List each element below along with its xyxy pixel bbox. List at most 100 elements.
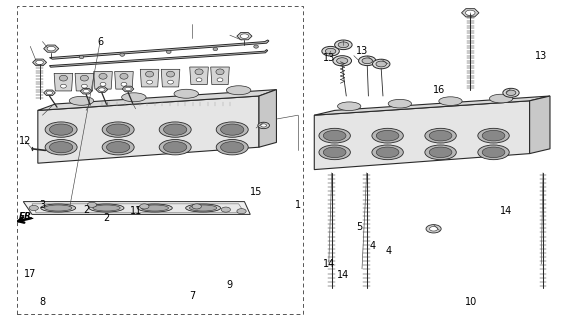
- Polygon shape: [462, 9, 479, 17]
- Ellipse shape: [388, 100, 411, 108]
- Ellipse shape: [159, 122, 191, 137]
- Ellipse shape: [159, 140, 191, 155]
- Ellipse shape: [61, 84, 66, 88]
- Polygon shape: [33, 59, 47, 66]
- Text: 13: 13: [356, 46, 368, 56]
- Ellipse shape: [45, 140, 77, 155]
- Circle shape: [466, 10, 475, 15]
- Circle shape: [359, 56, 376, 66]
- Polygon shape: [32, 204, 244, 213]
- Circle shape: [362, 58, 372, 64]
- Polygon shape: [23, 202, 250, 214]
- Polygon shape: [115, 71, 133, 89]
- Ellipse shape: [89, 204, 124, 212]
- Ellipse shape: [376, 131, 399, 141]
- Polygon shape: [54, 73, 73, 91]
- Text: 12: 12: [19, 136, 31, 146]
- Ellipse shape: [429, 131, 452, 141]
- Ellipse shape: [439, 97, 462, 106]
- Ellipse shape: [196, 78, 202, 82]
- Circle shape: [258, 122, 269, 129]
- Circle shape: [336, 58, 348, 64]
- Ellipse shape: [164, 141, 187, 153]
- Polygon shape: [190, 67, 208, 84]
- Text: 16: 16: [433, 84, 446, 95]
- Ellipse shape: [478, 128, 509, 143]
- Text: 7: 7: [189, 291, 195, 301]
- Ellipse shape: [478, 145, 509, 160]
- Polygon shape: [122, 86, 134, 92]
- Circle shape: [240, 34, 249, 38]
- Circle shape: [338, 42, 349, 48]
- Text: 2: 2: [83, 204, 89, 215]
- Circle shape: [47, 46, 55, 51]
- Circle shape: [36, 60, 44, 65]
- Ellipse shape: [107, 124, 130, 135]
- Text: 14: 14: [500, 206, 513, 216]
- Polygon shape: [75, 73, 94, 91]
- Ellipse shape: [254, 45, 258, 48]
- Circle shape: [237, 209, 246, 214]
- Polygon shape: [38, 96, 259, 163]
- Ellipse shape: [41, 204, 76, 212]
- Polygon shape: [314, 101, 530, 170]
- Text: 6: 6: [97, 36, 103, 47]
- Text: 13: 13: [322, 52, 335, 63]
- Ellipse shape: [102, 122, 134, 137]
- Text: 17: 17: [24, 268, 37, 279]
- Text: 4: 4: [370, 241, 376, 252]
- Circle shape: [430, 227, 438, 231]
- Ellipse shape: [120, 53, 125, 56]
- Ellipse shape: [59, 75, 68, 81]
- Circle shape: [322, 46, 339, 56]
- Ellipse shape: [372, 128, 403, 143]
- Text: 9: 9: [227, 280, 233, 290]
- Ellipse shape: [216, 69, 224, 75]
- Ellipse shape: [166, 71, 175, 77]
- Text: 10: 10: [465, 297, 478, 308]
- Ellipse shape: [195, 69, 203, 75]
- Circle shape: [29, 205, 38, 211]
- Ellipse shape: [80, 75, 88, 81]
- Text: 3: 3: [40, 200, 45, 210]
- Ellipse shape: [221, 124, 244, 135]
- Polygon shape: [237, 33, 252, 40]
- Ellipse shape: [217, 78, 223, 82]
- Ellipse shape: [49, 124, 73, 135]
- Text: 8: 8: [40, 297, 45, 308]
- Ellipse shape: [174, 89, 198, 98]
- Text: 14: 14: [322, 259, 335, 269]
- Ellipse shape: [482, 131, 505, 141]
- Circle shape: [98, 88, 105, 92]
- Ellipse shape: [213, 47, 218, 51]
- Ellipse shape: [147, 80, 152, 84]
- Polygon shape: [44, 45, 59, 52]
- Ellipse shape: [189, 205, 217, 211]
- Text: 14: 14: [337, 270, 350, 280]
- Ellipse shape: [45, 122, 77, 137]
- Ellipse shape: [79, 56, 84, 59]
- Ellipse shape: [372, 145, 403, 160]
- Ellipse shape: [93, 205, 120, 211]
- Polygon shape: [314, 96, 550, 115]
- Text: 15: 15: [250, 187, 262, 197]
- Circle shape: [221, 207, 230, 212]
- Text: 4: 4: [385, 246, 391, 256]
- Ellipse shape: [49, 141, 73, 153]
- Circle shape: [372, 59, 390, 69]
- Ellipse shape: [81, 84, 87, 88]
- Ellipse shape: [323, 147, 346, 158]
- Ellipse shape: [221, 141, 244, 153]
- Polygon shape: [49, 40, 269, 59]
- Ellipse shape: [107, 141, 130, 153]
- Ellipse shape: [489, 94, 513, 103]
- Polygon shape: [161, 69, 180, 87]
- Ellipse shape: [216, 122, 248, 137]
- Ellipse shape: [146, 71, 154, 77]
- Circle shape: [192, 204, 201, 209]
- Polygon shape: [94, 71, 112, 89]
- Ellipse shape: [482, 147, 505, 158]
- Ellipse shape: [44, 205, 72, 211]
- Polygon shape: [259, 90, 276, 147]
- Ellipse shape: [100, 82, 106, 86]
